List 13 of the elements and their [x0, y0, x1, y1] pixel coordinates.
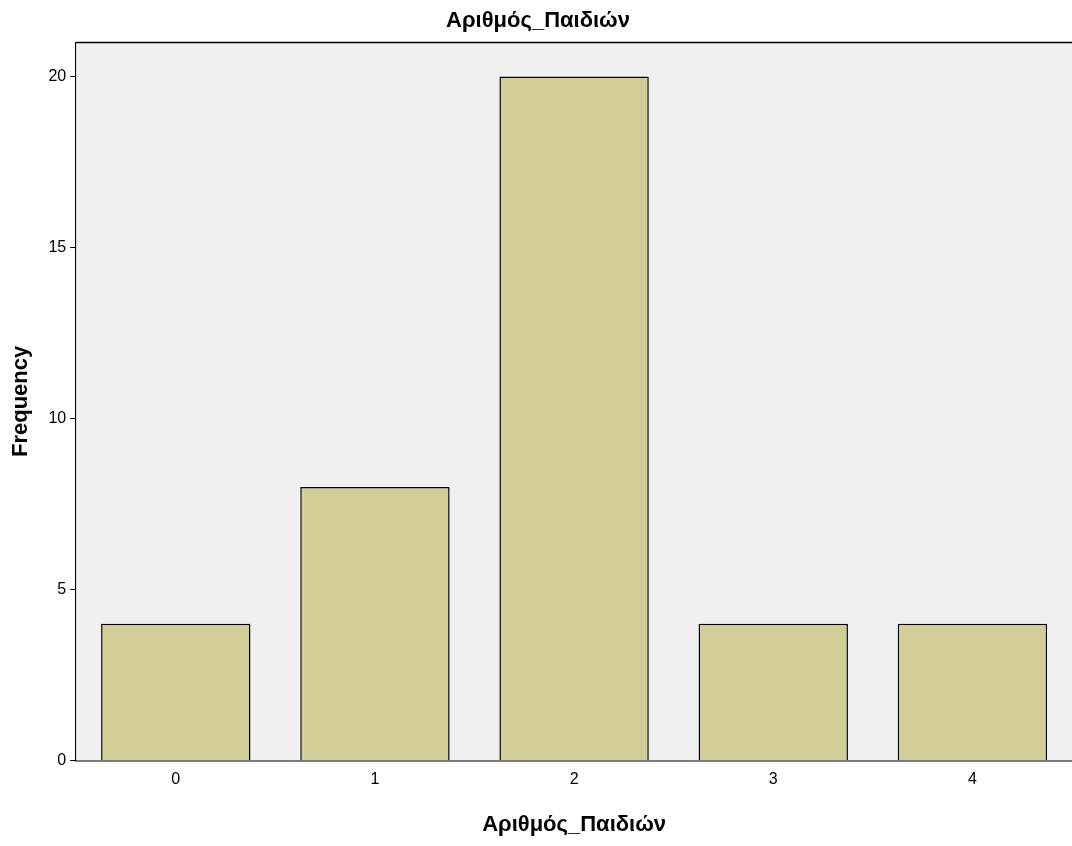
x-tick-label: 3: [768, 770, 778, 788]
y-tick-label: 0: [57, 750, 67, 768]
x-axis-title: Αριθμός_Παιδιών: [482, 810, 667, 836]
y-tick-label: 10: [48, 408, 67, 426]
chart-title: Αριθμός_Παιδιών: [446, 7, 630, 33]
y-tick-label: 15: [48, 237, 67, 255]
x-tick-label: 4: [967, 770, 977, 788]
x-tick-label: 0: [171, 770, 181, 788]
y-tick-label: 5: [57, 579, 67, 597]
x-tick-label: 1: [370, 770, 380, 788]
x-tick-label: 2: [569, 770, 579, 788]
y-axis-title: Frequency: [7, 345, 33, 458]
y-tick-label: 20: [48, 67, 67, 84]
